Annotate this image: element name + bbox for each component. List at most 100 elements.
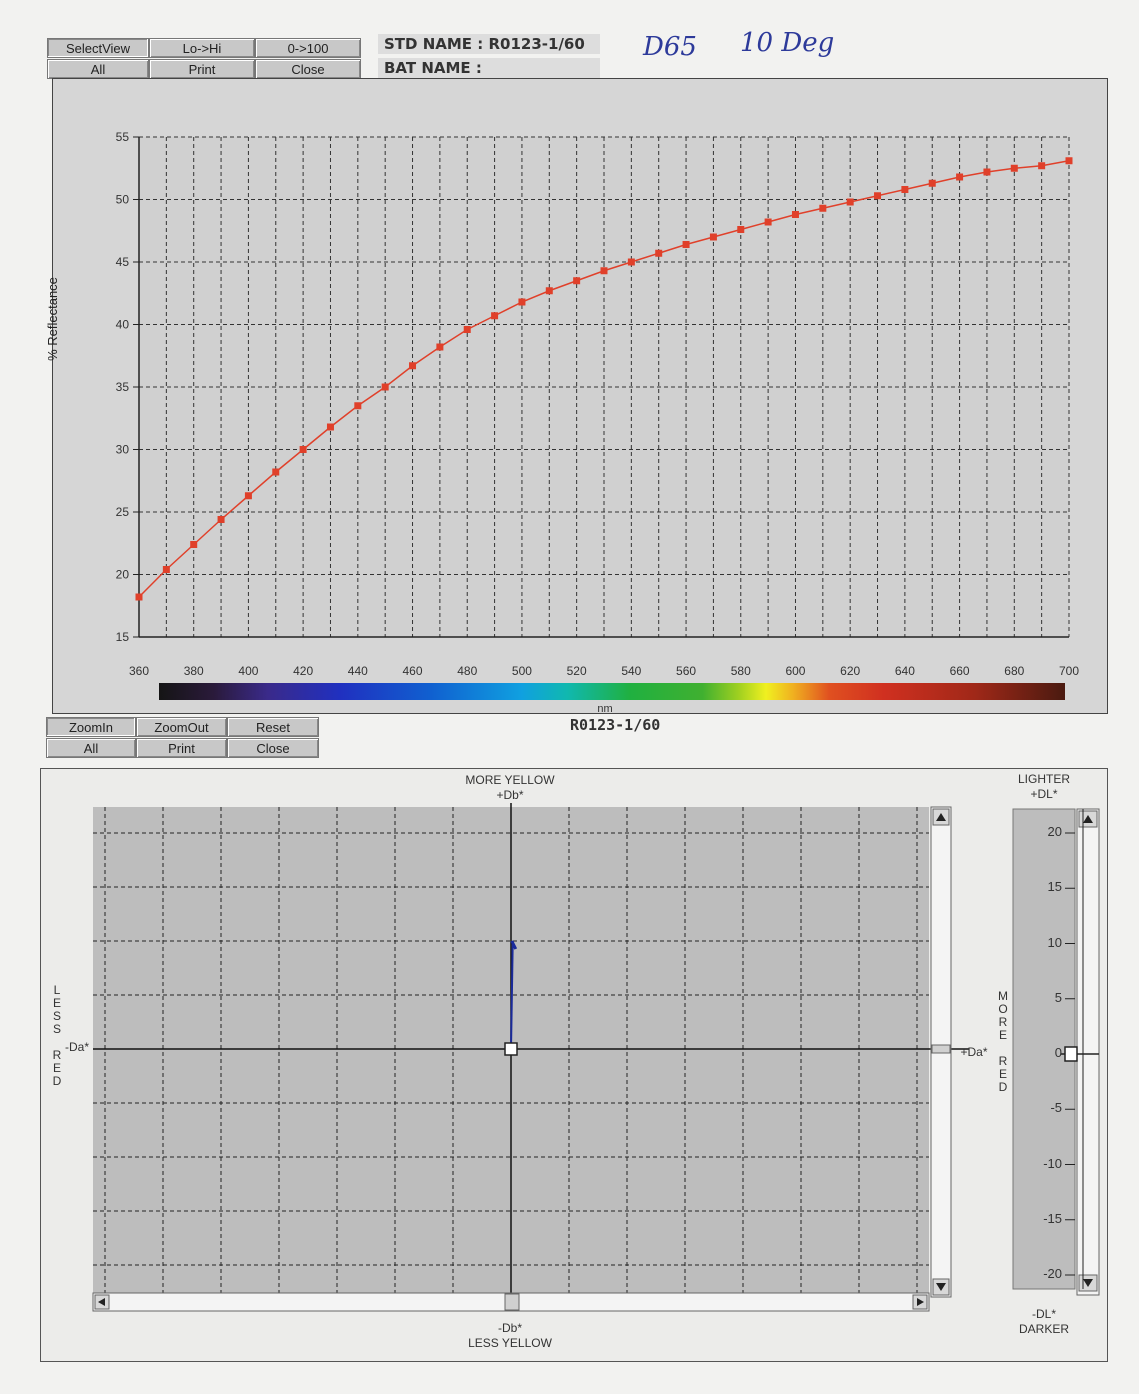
zoom-in-button[interactable]: ZoomIn xyxy=(46,717,136,737)
less-yellow-label: LESS YELLOW xyxy=(468,1336,552,1350)
dl-tick-label: -20 xyxy=(1043,1266,1062,1281)
y-tick-label: 55 xyxy=(116,130,130,144)
data-point xyxy=(901,186,909,193)
y-tick-label: 30 xyxy=(116,443,130,457)
select-view-button[interactable]: SelectView xyxy=(47,38,149,58)
handwritten-observer: 10 Deg xyxy=(740,28,835,58)
plus-db-label: +Db* xyxy=(496,788,524,802)
x-tick-label: 680 xyxy=(1004,664,1024,678)
x-tick-label: 540 xyxy=(621,664,641,678)
minus-db-label: -Db* xyxy=(497,1321,522,1335)
sample-name-caption: R0123-1/60 xyxy=(570,716,661,734)
print-button-bottom[interactable]: Print xyxy=(136,738,227,758)
x-tick-label: 420 xyxy=(293,664,313,678)
x-tick-label: 380 xyxy=(184,664,204,678)
data-point xyxy=(737,226,745,233)
darker-label: DARKER xyxy=(1018,1322,1069,1336)
data-point xyxy=(655,249,663,257)
y-tick-label: 40 xyxy=(116,318,130,332)
horizontal-scroll-thumb xyxy=(504,1293,520,1311)
x-tick-label: 560 xyxy=(676,664,696,678)
x-tick-label: 580 xyxy=(731,664,751,678)
close-button-bottom[interactable]: Close xyxy=(227,738,319,758)
handwritten-illuminant: D65 xyxy=(643,32,697,62)
x-tick-label: 460 xyxy=(403,664,423,678)
y-tick-label: 25 xyxy=(116,505,130,519)
spectrum-bar xyxy=(159,683,1065,700)
x-tick-label: 600 xyxy=(785,664,805,678)
scroll-left-arrow-icon xyxy=(98,1298,105,1306)
std-name-label: STD NAME : R0123-1/60 xyxy=(378,34,600,54)
data-point xyxy=(1010,164,1018,172)
dl-tick-label: -10 xyxy=(1043,1155,1062,1171)
reset-button[interactable]: Reset xyxy=(227,717,319,737)
print-button[interactable]: Print xyxy=(149,59,255,79)
data-point xyxy=(545,287,553,295)
dl-tick-label: 10 xyxy=(1047,934,1062,950)
data-point xyxy=(956,173,964,181)
dl-tick-label: 15 xyxy=(1047,879,1062,895)
minus-da-label: -Da* xyxy=(64,1040,89,1054)
vector-arrow xyxy=(510,940,518,950)
dl-tick-label: 20 xyxy=(1047,824,1062,839)
data-point xyxy=(354,402,362,410)
minus-dl-label: -DL* xyxy=(1031,1307,1056,1321)
more-yellow-label: MORE YELLOW xyxy=(465,773,555,787)
spectral-chart-panel: 15 20 25 30 35 40 45 50 55 360 380 400 420 440 460 480 5… xyxy=(45,78,1108,715)
lighter-label: LIGHTER xyxy=(1017,772,1070,786)
data-point xyxy=(1038,162,1046,170)
data-point xyxy=(217,516,225,523)
y-axis-label: % Reflectance xyxy=(45,277,60,361)
x-tick-label: 480 xyxy=(457,664,477,678)
data-point xyxy=(819,204,827,212)
data-point xyxy=(162,566,170,573)
x-tick-label: 640 xyxy=(895,664,915,678)
data-point xyxy=(190,541,198,548)
x-tick-label: 400 xyxy=(238,664,258,678)
y-tick-label: 45 xyxy=(116,255,130,269)
dl-tick-label: 5 xyxy=(1054,989,1062,1005)
dl-scroll-down-arrow-icon xyxy=(1083,1279,1093,1287)
data-point xyxy=(463,326,471,333)
data-point xyxy=(874,192,882,200)
data-point xyxy=(846,198,854,206)
data-point xyxy=(682,241,690,248)
x-axis-label: nm xyxy=(597,703,612,715)
data-point xyxy=(983,168,991,176)
data-point xyxy=(244,492,252,500)
bat-name-label: BAT NAME : xyxy=(378,58,600,78)
close-button[interactable]: Close xyxy=(255,59,361,79)
plus-da-label: +Da* xyxy=(960,1045,988,1059)
x-tick-label: 620 xyxy=(840,664,860,678)
da-db-plot xyxy=(92,803,1100,1312)
y-tick-label: 35 xyxy=(116,380,130,394)
lo-hi-button[interactable]: Lo->Hi xyxy=(149,38,255,58)
all-button-bottom[interactable]: All xyxy=(46,738,136,758)
x-tick-label: 700 xyxy=(1059,664,1079,678)
scroll-down-arrow-icon xyxy=(936,1283,946,1291)
dl-tick-label: 0 xyxy=(1054,1045,1062,1060)
dl-marker xyxy=(1064,1046,1078,1062)
data-point xyxy=(518,298,526,306)
data-point xyxy=(381,383,389,391)
vertical-scroll-thumb xyxy=(931,1044,951,1054)
data-point xyxy=(436,343,444,351)
plus-dl-label: +DL* xyxy=(1030,787,1058,801)
data-point xyxy=(299,446,307,453)
all-button[interactable]: All xyxy=(47,59,149,79)
dl-tick-label: -15 xyxy=(1043,1210,1062,1226)
y-tick-label: 50 xyxy=(116,193,130,207)
scroll-up-arrow-icon xyxy=(936,813,946,821)
data-point xyxy=(491,312,499,320)
y-tick-label: 20 xyxy=(116,568,130,582)
x-tick-label: 500 xyxy=(512,664,532,678)
zoom-out-button[interactable]: ZoomOut xyxy=(136,717,227,737)
x-tick-label: 360 xyxy=(129,664,149,678)
data-point xyxy=(409,362,417,370)
x-tick-label: 440 xyxy=(348,664,368,678)
color-difference-panel xyxy=(40,768,1108,1362)
y-tick-label: 15 xyxy=(116,630,130,644)
zero-100-button[interactable]: 0->100 xyxy=(255,38,361,58)
